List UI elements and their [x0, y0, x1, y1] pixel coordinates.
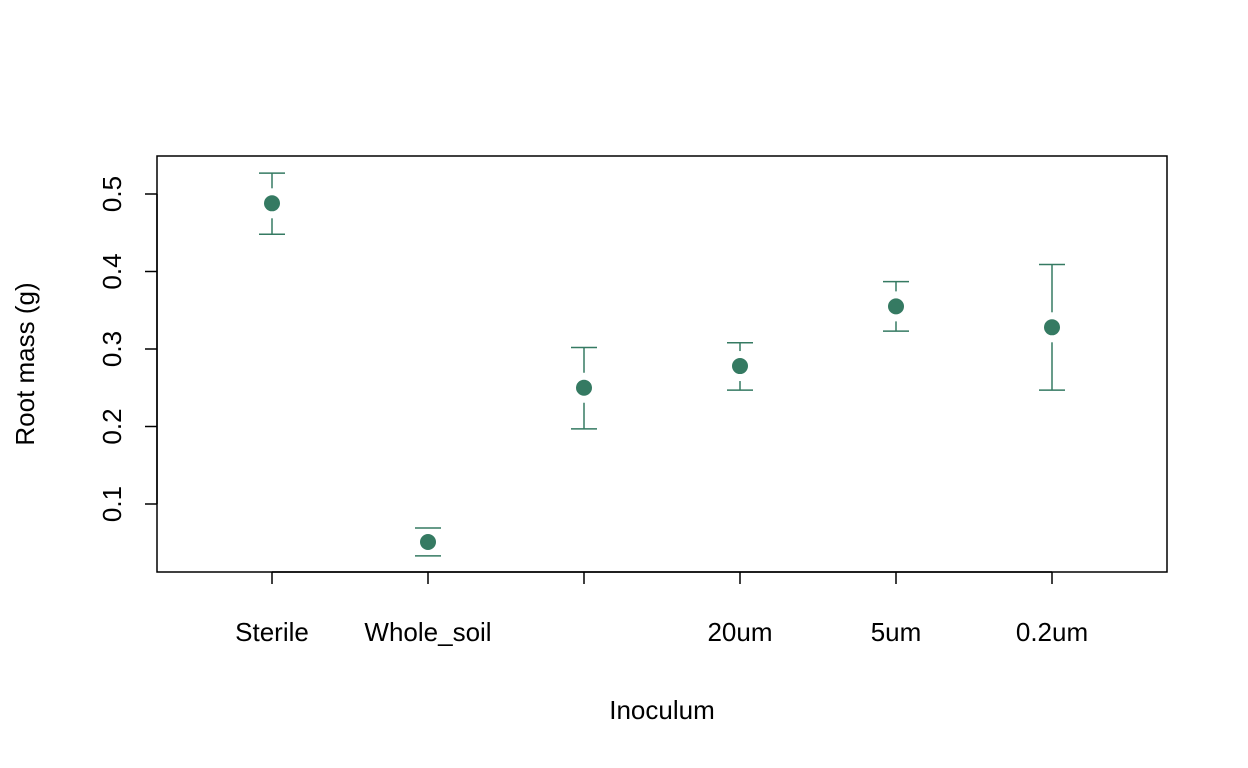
y-tick-label: 0.3	[97, 331, 127, 367]
data-point-group	[571, 346, 597, 430]
y-tick-label: 0.4	[97, 253, 127, 289]
y-tick-label: 0.1	[97, 486, 127, 522]
x-tick-label: Whole_soil	[364, 617, 491, 647]
data-marks	[259, 172, 1065, 557]
y-axis-label: Root mass (g)	[10, 282, 40, 445]
data-point-group	[1039, 263, 1065, 391]
x-axis: Sterile Whole_soil 20um 5um 0.2um	[235, 571, 1088, 647]
data-point	[420, 533, 436, 550]
data-point	[264, 195, 280, 212]
y-tick-label: 0.5	[97, 176, 127, 212]
x-tick-label: 5um	[871, 617, 922, 647]
data-point	[1044, 319, 1060, 336]
data-point-group	[415, 527, 441, 557]
data-point-group	[727, 342, 753, 391]
y-tick-label: 0.2	[97, 408, 127, 444]
data-point	[888, 298, 904, 315]
x-tick-label: 20um	[707, 617, 772, 647]
x-tick-label: 0.2um	[1016, 617, 1088, 647]
x-tick-label: Sterile	[235, 617, 309, 647]
data-point	[576, 379, 592, 396]
plot-area-frame	[156, 155, 1168, 573]
y-axis: 0.1 0.2 0.3 0.4 0.5	[97, 176, 158, 522]
data-point-group	[259, 172, 285, 236]
data-point	[732, 358, 748, 375]
data-point-group	[883, 280, 909, 332]
x-axis-label: Inoculum	[609, 695, 715, 725]
